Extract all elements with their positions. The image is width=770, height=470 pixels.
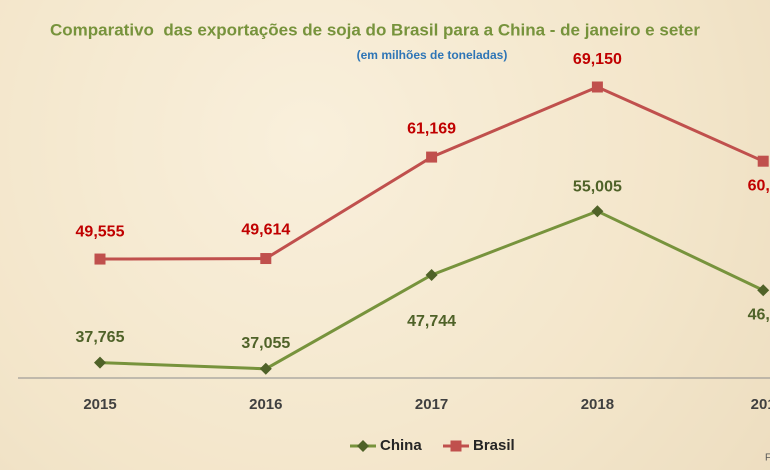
data-label: 60,7 (748, 177, 770, 194)
x-tick-label: 201 (751, 396, 770, 413)
marker (591, 81, 603, 93)
legend-marker (357, 440, 369, 452)
data-label: 49,555 (76, 223, 125, 240)
x-tick-label: 2018 (581, 396, 614, 413)
marker (591, 205, 604, 218)
data-label: 47,744 (407, 313, 456, 330)
legend-label: Brasil (473, 437, 515, 454)
marker (94, 253, 106, 265)
marker (425, 268, 438, 281)
x-tick-label: 2016 (249, 396, 282, 413)
data-label: 69,150 (573, 51, 622, 68)
footnote: F (765, 453, 770, 464)
x-tick-label: 2015 (83, 396, 116, 413)
data-label: 37,765 (76, 329, 125, 346)
data-label: 55,005 (573, 178, 622, 195)
chart-subtitle: (em milhões de toneladas) (357, 48, 508, 62)
data-label: 46,0 (748, 306, 770, 323)
x-tick-label: 2017 (415, 396, 448, 413)
data-label: 37,055 (241, 335, 290, 352)
marker (426, 151, 438, 163)
legend-marker (450, 440, 462, 452)
data-label: 49,614 (241, 222, 290, 239)
marker (757, 284, 770, 297)
marker (757, 155, 769, 167)
marker (94, 356, 106, 369)
marker (260, 253, 272, 265)
chart-title: Comparativo das exportações de soja do B… (50, 20, 700, 39)
marker (259, 362, 272, 375)
data-label: 61,169 (407, 120, 456, 137)
legend-label: China (380, 437, 422, 454)
